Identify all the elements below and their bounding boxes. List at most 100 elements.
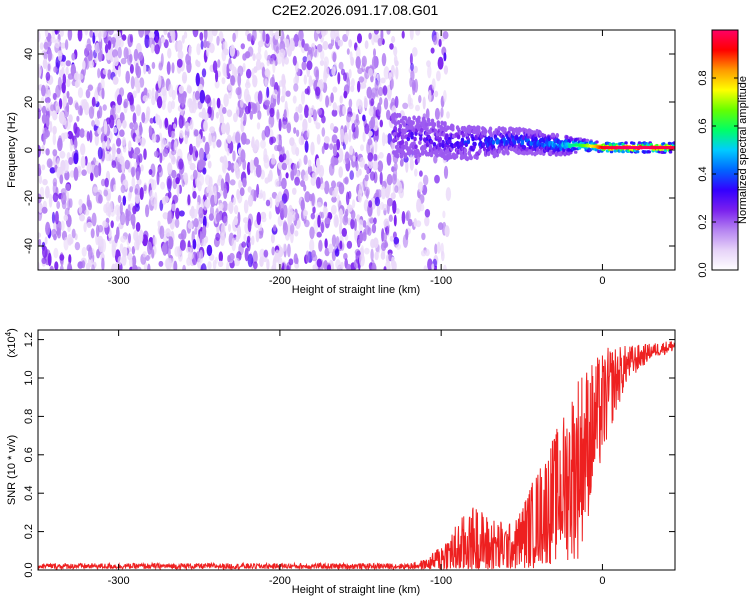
spectrogram-noise-cell [264, 33, 270, 44]
spectrogram-noise-cell [146, 106, 151, 117]
spectrogram-signal-cell [409, 149, 414, 155]
spectrogram-noise-cell [212, 97, 216, 111]
spectrogram-noise-cell [332, 102, 337, 111]
spectrogram-noise-cell [383, 218, 390, 228]
spectrogram-noise-cell [349, 145, 354, 156]
spectrogram-noise-cell [199, 32, 204, 41]
spectrogram-noise-cell [215, 111, 219, 119]
spectrogram-core-cell [673, 146, 675, 150]
spectrogram-noise-cell [443, 264, 447, 270]
spectrogram-noise-cell [233, 205, 239, 215]
snr-y-tick-label: 0.8 [23, 409, 35, 424]
spectrogram-noise-cell [424, 208, 431, 218]
spectrogram-noise-cell [443, 52, 447, 62]
spectrogram-noise-cell [320, 221, 325, 234]
spectrogram-noise-cell [124, 159, 130, 170]
spectrogram-noise-cell [272, 59, 276, 74]
spectrogram-noise-cell [38, 238, 42, 247]
spectrogram-noise-cell [133, 48, 139, 62]
spectrogram-noise-cell [236, 225, 242, 240]
spectrogram-noise-cell [140, 164, 144, 172]
spectrogram-noise-cell [65, 190, 70, 202]
spectrogram-signal-cell [403, 115, 408, 121]
spectrogram-core-cell [632, 146, 634, 150]
spectrogram-signal-cell [393, 121, 398, 127]
spectrogram-noise-cell [145, 204, 150, 218]
spectrogram-noise-cell [303, 43, 309, 52]
spectrogram-noise-cell [49, 265, 54, 270]
spectrogram-noise-cell [98, 30, 102, 42]
spectrogram-noise-cell [249, 159, 254, 174]
spectrogram-core-cell [611, 146, 613, 150]
spectrogram-noise-cell [317, 214, 321, 228]
spectrogram-noise-cell [269, 197, 273, 209]
spectrogram-noise-cell [221, 122, 227, 135]
spectrogram-noise-cell [116, 137, 122, 147]
spectrogram-noise-cell [388, 214, 393, 222]
spectrogram-noise-cell [107, 69, 112, 80]
spectrogram-noise-cell [240, 149, 246, 163]
spectrogram-noise-cell [195, 133, 202, 146]
spectrogram-noise-cell [42, 178, 48, 186]
spectrogram-noise-cell [401, 30, 405, 39]
spectrogram-signal-cell [435, 152, 440, 158]
colorbar-tick-label: 0.4 [697, 166, 709, 181]
spectrogram-noise-cell [116, 94, 123, 106]
spectrogram-noise-cell [131, 167, 135, 178]
spectrogram-signal-cell [410, 131, 414, 137]
spectrogram-noise-cell [45, 115, 50, 128]
spectrogram-noise-cell [200, 198, 205, 210]
spectrogram-core-cell [629, 146, 631, 150]
spectrogram-noise-cell [188, 98, 193, 105]
spectrogram-noise-cell [337, 72, 341, 85]
spectrogram-x-label: Height of straight line (km) [292, 284, 420, 296]
spectrogram-core-cell [633, 146, 636, 150]
spectrogram-noise-cell [350, 85, 355, 93]
spectrogram-noise-cell [107, 30, 114, 36]
spectrogram-noise-cell [195, 150, 199, 158]
spectrogram-noise-cell [54, 210, 59, 225]
spectrogram-noise-cell [100, 178, 106, 187]
spectrogram-noise-cell [161, 137, 166, 148]
spectrogram-noise-cell [146, 89, 152, 100]
spectrogram-noise-cell [61, 81, 66, 94]
spectrogram-noise-cell [61, 54, 66, 62]
spectrogram-noise-cell [360, 82, 367, 89]
spectrogram-noise-cell [88, 106, 95, 119]
spectrogram-noise-cell [346, 240, 353, 249]
spectrogram-noise-cell [382, 232, 388, 242]
spectrogram-noise-cell [203, 30, 208, 41]
spectrogram-noise-cell [331, 155, 335, 170]
spectrogram-noise-cell [211, 30, 218, 37]
spectrogram-noise-cell [49, 167, 56, 174]
spectrogram-signal-cell [503, 127, 507, 132]
spectrogram-signal-cell [412, 115, 416, 121]
colorbar-tick-label: 0.0 [697, 262, 709, 277]
spectrogram-noise-cell [364, 123, 370, 135]
spectrogram-x-tick-label: -100 [430, 275, 452, 287]
spectrogram-signal-cell [518, 127, 523, 133]
spectrogram-signal-cell [438, 136, 443, 142]
spectrogram-noise-cell [377, 86, 384, 97]
spectrogram-core-cell [610, 146, 612, 150]
spectrogram-noise-cell [167, 48, 172, 59]
spectrogram-noise-cell [370, 238, 376, 249]
spectrogram-noise-cell [269, 107, 275, 118]
spectrogram-noise-cell [318, 78, 324, 92]
spectrogram-noise-cell [200, 40, 204, 50]
spectrogram-core-cell [596, 145, 598, 149]
colorbar: 0.0 0.2 0.4 0.6 0.8 Normalized spectral ampl… [697, 29, 749, 278]
spectrogram-noise-cell [247, 218, 252, 233]
spectrogram-core-cell [647, 146, 649, 150]
spectrogram-core-cell [663, 146, 665, 150]
spectrogram-noise-cell [285, 90, 291, 97]
spectrogram-noise-cell [59, 254, 65, 261]
spectrogram-noise-cell [47, 89, 51, 98]
spectrogram-noise-cell [161, 87, 167, 97]
spectrogram-noise-cell [186, 60, 192, 74]
spectrogram-core-cell [596, 145, 598, 149]
spectrogram-noise-cell [298, 40, 302, 48]
spectrogram-noise-cell [87, 202, 93, 211]
spectrogram-noise-cell [352, 131, 357, 140]
